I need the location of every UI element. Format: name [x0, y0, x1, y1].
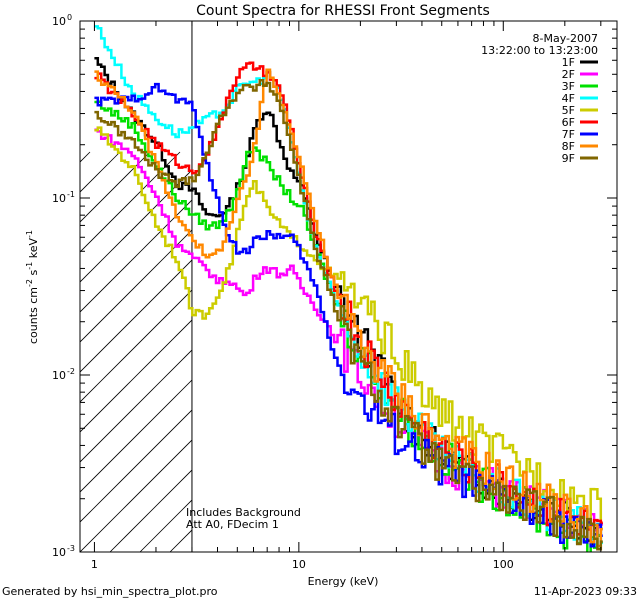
y-label-mid: s [27, 269, 40, 278]
series-5f [94, 126, 603, 530]
hatched-region [0, 21, 640, 552]
y-tick-label: 10 [52, 192, 66, 205]
plot-frame [79, 20, 618, 553]
hatch-line [0, 152, 30, 552]
hatch-line [80, 151, 181, 253]
hatch-line [260, 152, 640, 552]
hatch-line [80, 379, 192, 493]
hatch-line [560, 152, 640, 552]
y-label-mid2: keV [27, 238, 40, 262]
y-tick-label: 10 [52, 546, 66, 559]
x-tick-label: 100 [493, 558, 514, 571]
x-tick-label: 1 [91, 558, 98, 571]
legend-label-2f: 2F [562, 68, 575, 81]
hatch-line [80, 229, 192, 343]
hatch-line [80, 409, 192, 523]
x-axis-label: Energy (keV) [308, 575, 379, 588]
hatch-line [0, 152, 60, 552]
series-8f [94, 68, 603, 548]
y-label-exp2: -1 [25, 262, 34, 270]
hatch-line [80, 289, 192, 403]
hatch-line [80, 439, 192, 552]
y-axis-label: counts cm-2 s-1 keV-1 [25, 230, 40, 344]
legend-label-3f: 3F [562, 80, 575, 93]
y-label-exp3: -1 [25, 230, 34, 238]
legend-label-4f: 4F [562, 92, 575, 105]
annotation-background: Includes Background [186, 506, 301, 519]
hatch-line [80, 169, 192, 283]
hatch-line [80, 151, 91, 163]
series-layer [94, 25, 603, 552]
hatch-line [109, 469, 192, 552]
legend-label-5f: 5F [562, 104, 575, 117]
x-tick-label: 10 [292, 558, 306, 571]
footer-timestamp: 11-Apr-2023 09:33 [534, 585, 637, 598]
y-label-base: counts cm [27, 287, 40, 344]
hatch-line [80, 199, 192, 313]
y-label-exp1: -2 [25, 279, 34, 287]
hatch-line [620, 152, 640, 552]
y-tick-exponent: -2 [67, 367, 75, 376]
y-tick-exponent: -3 [67, 544, 75, 553]
legend-label-6f: 6F [562, 116, 575, 129]
legend-label-7f: 7F [562, 128, 575, 141]
series-4f [94, 25, 603, 546]
hatch-line [80, 319, 192, 433]
hatch-line [80, 349, 192, 463]
hatch-line [80, 151, 151, 223]
annotation-attenuator: Att A0, FDecim 1 [186, 518, 279, 531]
footer-generated-by: Generated by hsi_min_spectra_plot.pro [2, 585, 218, 598]
y-tick-exponent: -1 [67, 190, 75, 199]
series-9f [94, 78, 603, 551]
chart-title: Count Spectra for RHESSI Front Segments [196, 3, 490, 19]
legend-label-9f: 9F [562, 152, 575, 165]
legend-label-1f: 1F [562, 56, 575, 69]
y-tick-label: 10 [52, 15, 66, 28]
hatch-line [80, 259, 192, 373]
y-tick-exponent: 0 [67, 13, 72, 22]
legend-label-8f: 8F [562, 140, 575, 153]
time-range-label: 13:22:00 to 13:23:00 [481, 44, 598, 57]
date-label: 8-May-2007 [533, 32, 598, 45]
y-tick-label: 10 [52, 369, 66, 382]
hatch-line [80, 151, 121, 193]
